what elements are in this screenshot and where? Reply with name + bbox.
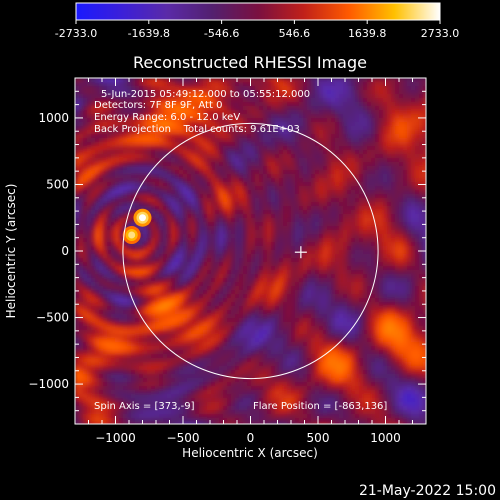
flare-position-label: Flare Position = [-863,136] — [253, 401, 387, 412]
heatmap-image — [75, 78, 426, 424]
y-tick-label: −500 — [36, 311, 69, 325]
info-method-counts: Back Projection Total counts: 9.61E+03 — [94, 124, 300, 135]
y-axis-label: Heliocentric Y (arcsec) — [4, 184, 18, 319]
x-tick-label: −500 — [167, 431, 200, 445]
colorbar-ticks — [75, 20, 441, 24]
solar-limb-circle — [122, 122, 379, 380]
y-tick-label: 0 — [61, 244, 69, 258]
bright-source — [128, 231, 136, 239]
y-tick-label: −1000 — [28, 377, 69, 391]
x-tick-label: 0 — [247, 431, 255, 445]
colorbar-tick-label: -2733.0 — [55, 27, 97, 40]
colorbar-tick-label: 2733.0 — [421, 27, 460, 40]
spin-axis-label: Spin Axis = [373,-9] — [94, 401, 195, 412]
x-tick-label: −1000 — [95, 431, 136, 445]
observation-info: 5-Jun-2015 05:49:12.000 to 05:55:12.000 … — [94, 89, 387, 412]
colorbar-tick-label: 546.6 — [279, 27, 311, 40]
y-tick-label: 1000 — [38, 111, 69, 125]
info-time-range: 5-Jun-2015 05:49:12.000 to 05:55:12.000 — [101, 89, 310, 100]
colorbar-tick-label: -1639.8 — [128, 27, 170, 40]
x-tick-label: 1000 — [370, 431, 401, 445]
colorbar-tick-label: -546.6 — [204, 27, 239, 40]
bright-source — [139, 214, 146, 222]
plot-area — [74, 77, 427, 425]
x-axis-label: Heliocentric X (arcsec) — [182, 446, 318, 460]
spin-axis-marker — [294, 246, 307, 259]
y-tick-label: 500 — [46, 177, 69, 191]
chart-title: Reconstructed RHESSI Image — [133, 53, 367, 72]
colorbar-tick-labels: -2733.0 -1639.8 -546.6 546.6 1639.8 2733… — [55, 27, 459, 40]
bright-sources — [122, 208, 152, 245]
x-tick-label: 500 — [307, 431, 330, 445]
x-tick-labels: −1000 −500 0 500 1000 — [95, 431, 401, 445]
y-tick-labels: −1000 −500 0 500 1000 — [28, 111, 69, 391]
footer-timestamp: 21-May-2022 15:00 — [359, 483, 496, 499]
colorbar-tick-label: 1639.8 — [348, 27, 387, 40]
info-energy-range: Energy Range: 6.0 - 12.0 keV — [94, 112, 240, 123]
colorbar: -2733.0 -1639.8 -546.6 546.6 1639.8 2733… — [55, 2, 459, 40]
info-detectors: Detectors: 7F 8F 9F, Att 0 — [94, 100, 222, 111]
colorbar-gradient — [75, 2, 441, 21]
axis-ticks — [74, 77, 427, 425]
